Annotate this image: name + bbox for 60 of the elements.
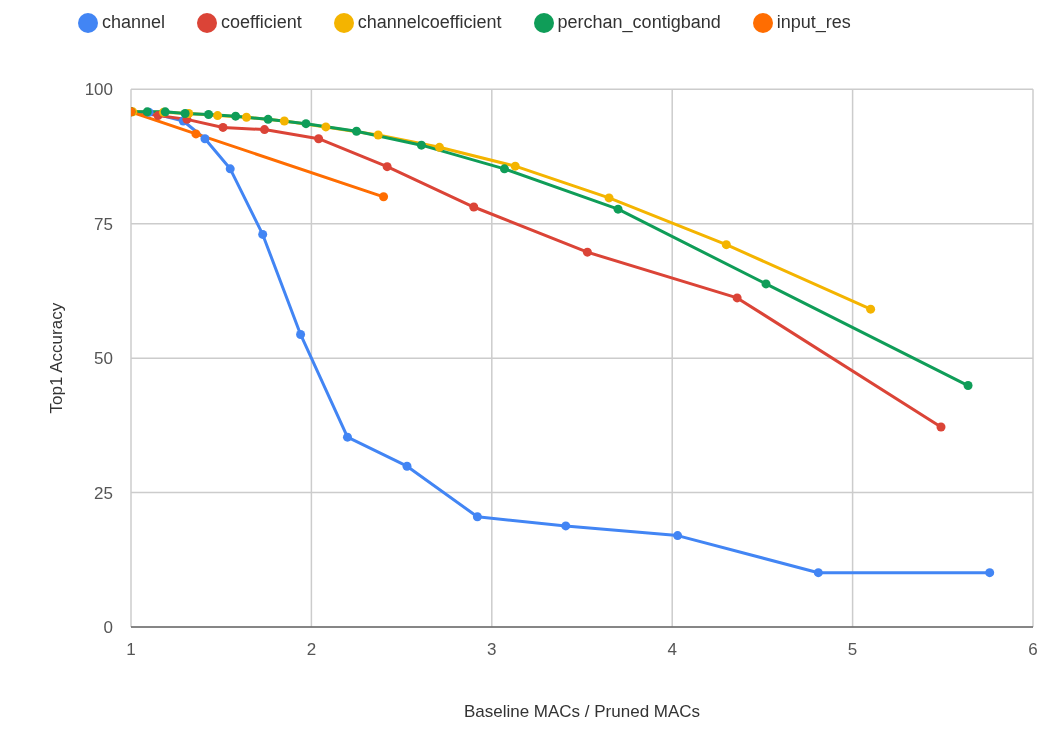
point — [382, 162, 392, 172]
point — [510, 161, 520, 171]
point — [721, 240, 731, 250]
point — [314, 134, 324, 144]
point — [561, 521, 571, 531]
point — [673, 531, 683, 541]
point — [213, 111, 223, 121]
point — [469, 202, 479, 212]
point — [296, 329, 306, 339]
point — [813, 568, 823, 578]
point — [258, 229, 268, 239]
point — [200, 134, 210, 144]
point — [204, 110, 214, 120]
point — [225, 164, 235, 174]
point — [472, 512, 482, 522]
y-tick-label: 50 — [94, 349, 113, 369]
point — [732, 293, 742, 303]
x-tick-label: 3 — [487, 640, 497, 660]
point — [416, 140, 426, 150]
point — [985, 568, 995, 578]
point — [434, 142, 444, 152]
y-axis-title: Top1 Accuracy — [47, 302, 67, 414]
y-tick-label: 0 — [103, 618, 113, 638]
legend-label: coefficient — [221, 12, 302, 32]
point — [866, 304, 876, 314]
point — [373, 130, 383, 140]
y-tick-label: 100 — [84, 80, 113, 100]
x-tick-label: 4 — [667, 640, 677, 660]
x-axis-title: Baseline MACs / Pruned MACs — [463, 702, 701, 721]
y-tick-label: 25 — [94, 483, 113, 503]
point — [301, 119, 311, 129]
point — [241, 112, 251, 122]
point — [263, 114, 273, 124]
point — [613, 204, 623, 214]
point — [342, 432, 352, 442]
legend-label: channel — [102, 12, 166, 32]
point — [218, 122, 228, 132]
legend-label: input_res — [776, 12, 851, 32]
point — [321, 122, 331, 132]
legend-label: perchan_contigband — [557, 12, 721, 32]
point — [379, 192, 389, 202]
x-tick-label: 1 — [126, 640, 136, 660]
point — [499, 164, 509, 174]
point — [402, 461, 412, 471]
point — [191, 129, 201, 139]
point — [936, 422, 946, 432]
legend-label: channelcoefficient — [357, 12, 502, 32]
point — [963, 381, 973, 391]
point — [604, 193, 614, 203]
point — [352, 126, 361, 136]
x-tick-label: 5 — [847, 640, 858, 660]
point — [231, 111, 241, 121]
point — [180, 108, 190, 118]
point — [260, 125, 269, 135]
x-tick-label: 6 — [1028, 640, 1038, 660]
point — [761, 279, 771, 289]
x-tick-label: 2 — [306, 640, 317, 660]
point — [582, 247, 592, 257]
point — [279, 116, 289, 126]
y-tick-label: 75 — [94, 214, 113, 234]
